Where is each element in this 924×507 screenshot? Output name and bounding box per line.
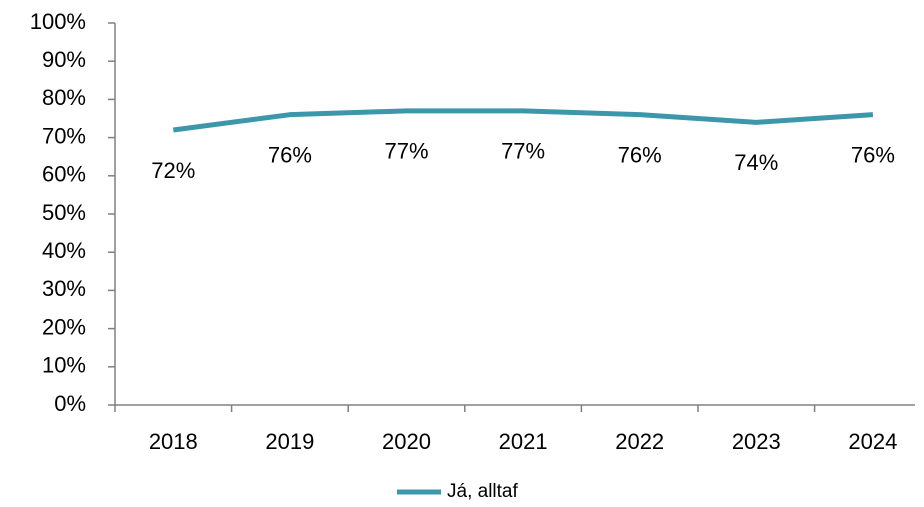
x-tick-label: 2024 bbox=[848, 429, 897, 454]
y-tick-label: 60% bbox=[42, 162, 86, 187]
y-tick-label: 80% bbox=[42, 85, 86, 110]
y-tick-label: 30% bbox=[42, 276, 86, 301]
x-tick-label: 2019 bbox=[265, 429, 314, 454]
data-label: 77% bbox=[384, 139, 428, 164]
y-tick-label: 50% bbox=[42, 200, 86, 225]
data-label: 72% bbox=[151, 158, 195, 183]
data-line bbox=[172, 108, 874, 133]
data-label: 76% bbox=[618, 142, 662, 167]
y-tick-label: 40% bbox=[42, 238, 86, 263]
x-tick-label: 2021 bbox=[499, 429, 548, 454]
y-tick-label: 20% bbox=[42, 314, 86, 339]
y-tick-label: 90% bbox=[42, 47, 86, 72]
x-tick-label: 2018 bbox=[149, 429, 198, 454]
y-tick-label: 0% bbox=[54, 391, 86, 416]
x-tick-label: 2020 bbox=[382, 429, 431, 454]
data-label: 74% bbox=[734, 150, 778, 175]
data-label: 76% bbox=[851, 142, 895, 167]
data-label: 76% bbox=[268, 142, 312, 167]
y-tick-label: 100% bbox=[30, 9, 86, 34]
y-tick-label: 70% bbox=[42, 123, 86, 148]
legend-label: Já, alltaf bbox=[447, 481, 518, 502]
data-label: 77% bbox=[501, 139, 545, 164]
x-tick-label: 2022 bbox=[615, 429, 664, 454]
y-tick-label: 10% bbox=[42, 353, 86, 378]
x-tick-label: 2023 bbox=[732, 429, 781, 454]
